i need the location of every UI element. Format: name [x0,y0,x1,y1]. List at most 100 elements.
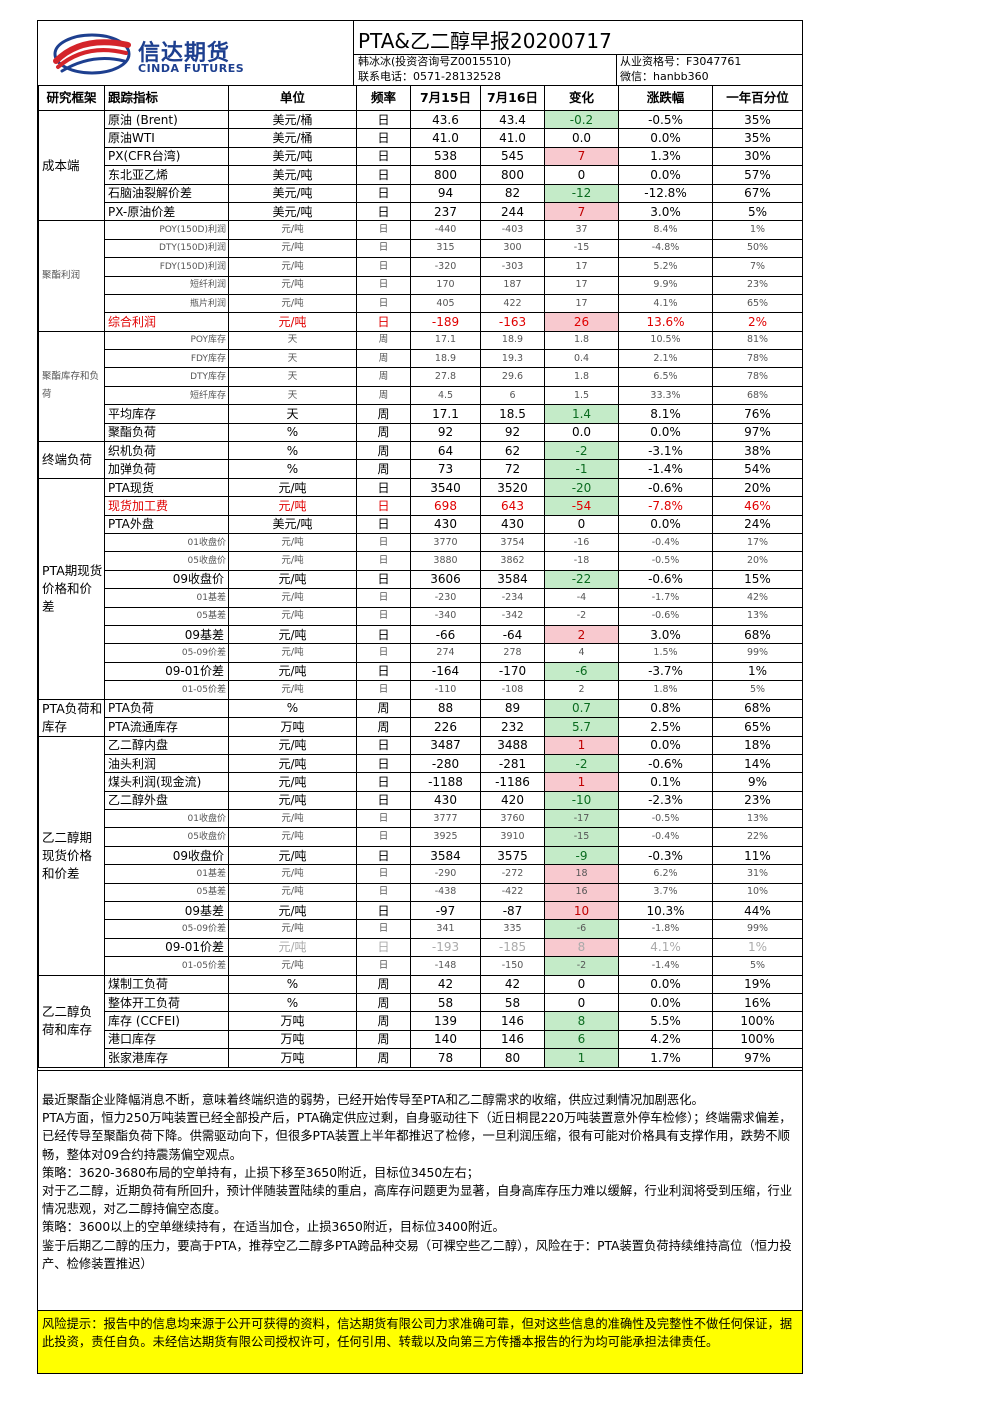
pct-change-cell: -1.4% [618,459,713,479]
value-cell: -148 [410,956,481,976]
value-cell: 43.4 [480,109,545,130]
frequency-cell: 日 [356,882,411,903]
change-cell: 0.0 [544,422,619,443]
percentile-cell: 9% [712,772,803,792]
value-cell: 17.1 [410,330,481,351]
table-row: 09基差 元/吨日 -66 -64 2 3.0% 68% [39,624,803,645]
change-cell: 10 [544,901,619,921]
value-cell: 41.0 [480,128,545,148]
percentile-cell: 13% [712,809,803,829]
metric-cell: 织机负荷 [104,441,229,461]
frequency-cell: 日 [356,937,411,958]
unit-cell: 元/吨 [228,790,357,811]
unit-cell: 元/吨 [228,901,357,921]
frequency-cell: 日 [356,146,411,167]
value-cell: 3760 [480,809,545,829]
table-row: PX-原油价差 美元/吨日 237 244 7 3.0% 5% [39,201,803,222]
unit-cell: 万吨 [228,717,357,737]
value-cell: 42 [410,974,481,994]
frequency-cell: 日 [356,809,411,829]
change-cell: -6 [544,919,619,939]
frequency-cell: 日 [356,845,411,866]
unit-cell: % [228,992,357,1013]
frequency-cell: 日 [356,238,411,259]
percentile-cell: 57% [712,165,803,185]
frequency-cell: 日 [356,680,411,700]
unit-cell: 元/吨 [228,477,357,498]
metric-cell: DTY(150D)利润 [104,238,229,259]
unit-cell: 天 [228,367,357,387]
value-cell: 82 [480,183,545,203]
frequency-cell: 日 [356,643,411,663]
frequency-cell: 周 [356,1011,411,1031]
percentile-cell: 24% [712,514,803,534]
metric-cell: 09-01价差 [104,661,229,682]
value-cell: 545 [480,146,545,167]
change-cell: -18 [544,551,619,571]
frequency-cell: 日 [356,772,411,792]
wechat-id: 微信：hanbb360 [620,70,709,83]
frequency-cell: 周 [356,330,411,351]
value-cell: -422 [480,882,545,903]
metric-cell: 09基差 [104,901,229,921]
analyst-name: 韩冰冰(投资咨询号Z0015510) [358,55,512,68]
pct-change-cell: 10.5% [618,330,713,351]
metric-cell: POY(150D)利润 [104,220,229,240]
header-divider [616,54,617,85]
percentile-cell: 35% [712,109,803,130]
indicator-table: 研究框架 跟踪指标 单位 频率 7月15日 7月16日 变化 涨跌幅 一年百分位… [38,85,803,1068]
table-row: 09基差 元/吨日 -97 -87 10 10.3% 44% [39,901,803,921]
pct-change-cell: 1.3% [618,146,713,167]
unit-cell: 天 [228,385,357,406]
percentile-cell: 54% [712,459,803,479]
value-cell: 27.8 [410,367,481,387]
value-cell: 278 [480,643,545,663]
percentile-cell: 2% [712,312,803,332]
value-cell: 3925 [410,827,481,847]
value-cell: 274 [410,643,481,663]
commentary-paragraph: PTA方面，恒力250万吨装置已经全部投产后，PTA确定供应过剩，自身驱动往下（… [42,1111,792,1162]
change-cell: -17 [544,809,619,829]
table-row: PTA期现货价格和价差 PTA现货 元/吨日 3540 3520 -20 -0.6% 20% [38,477,803,700]
percentile-cell: 5% [712,956,803,976]
percentile-cell: 18% [712,735,803,755]
metric-cell: 01基差 [104,588,229,608]
header-divider [353,21,354,85]
value-cell: 3520 [480,477,545,498]
value-cell: -189 [410,312,481,332]
unit-cell: 元/吨 [228,882,357,903]
value-cell: 3880 [410,551,481,571]
table-body: 成本端 原油 (Brent) 美元/桶日 43.6 43.4 -0.2 -0.5% 35% 原油… [38,109,803,1068]
unit-cell: 元/吨 [228,293,357,314]
percentile-cell: 31% [712,864,803,884]
frequency-cell: 周 [356,459,411,479]
pct-change-cell: -1.8% [618,919,713,939]
table-row: 东北亚乙烯 美元/吨日 800 800 0 0.0% 57% [39,165,803,185]
table-row: 加弹负荷% 周 73 72 -1 -1.4% 54% [39,459,803,479]
commentary-paragraph: 策略：3600以上的空单继续持有，在适当加仓，止损3650附近，目标位3400附… [42,1220,505,1235]
unit-cell: % [228,974,357,994]
value-cell: -170 [480,661,545,682]
percentile-cell: 67% [712,183,803,203]
percentile-cell: 19% [712,974,803,994]
percentile-cell: 65% [712,717,803,737]
table-row: 09收盘价 元/吨日 3606 3584 -22 -0.6% 15% [39,569,803,590]
change-cell: -4 [544,588,619,608]
pct-change-cell: 0.0% [618,992,713,1013]
frequency-cell: 周 [356,992,411,1013]
logo-cn-text: 信达期货 [138,41,231,66]
change-cell: -2 [544,956,619,976]
unit-cell: 元/吨 [228,569,357,590]
table-row: 聚酯负荷% 周 92 92 0.0 0.0% 97% [39,422,803,443]
table-row: DTY(150D)利润 元/吨日 315 300 -15 -4.8% 50% [39,238,803,259]
metric-cell: PX-原油价差 [104,201,229,222]
metric-cell: PTA外盘 [104,514,229,534]
frequency-cell: 日 [356,661,411,682]
table-row: 01-05价差 元/吨日 -110 -108 2 1.8% 5% [39,680,803,700]
unit-cell: % [228,422,357,443]
table-row: 09-01价差 元/吨日 -193 -185 8 4.1% 1% [39,937,803,958]
table-row: 09收盘价 元/吨日 3584 3575 -9 -0.3% 11% [39,845,803,866]
metric-cell: 原油 (Brent) [104,109,229,130]
change-cell: 1 [544,1048,619,1068]
pct-change-cell: 1.5% [618,643,713,663]
